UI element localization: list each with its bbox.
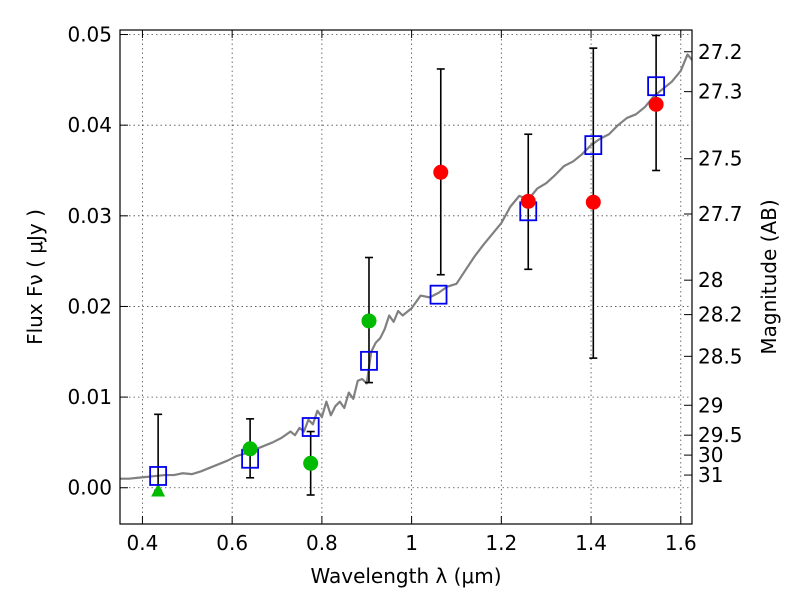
right-tick-label: 28.2 bbox=[698, 303, 743, 327]
right-axis-label: Magnitude (AB) bbox=[757, 199, 781, 354]
x-axis-label: Wavelength λ (μm) bbox=[310, 564, 501, 588]
right-tick-label: 29.5 bbox=[698, 423, 743, 447]
right-tick-label: 30 bbox=[698, 443, 723, 467]
plot-area bbox=[120, 34, 692, 497]
observed-nir-point bbox=[520, 193, 536, 209]
y-tick-label: 0.01 bbox=[67, 385, 112, 409]
y-tick-label: 0.02 bbox=[67, 294, 112, 318]
x-tick-label: 1.2 bbox=[485, 531, 517, 555]
model-flux-point bbox=[584, 135, 603, 156]
series-layer bbox=[120, 34, 692, 497]
tick-labels: 0.4 0.6 0.8 1 1.2 1.4 1.6 0.00 0.01 0.02 0.03 0.04 0… bbox=[67, 23, 742, 555]
observed-nir-point bbox=[433, 164, 449, 180]
y-tick-label: 0.04 bbox=[67, 113, 112, 137]
upper-limit-point bbox=[151, 483, 166, 497]
right-tick-label: 27.3 bbox=[698, 80, 743, 104]
right-tick-label: 28.5 bbox=[698, 344, 743, 368]
x-tick-label: 0.6 bbox=[216, 531, 248, 555]
model-flux-point bbox=[429, 284, 448, 305]
right-tick-label: 28 bbox=[698, 268, 723, 292]
observed-optical-point bbox=[303, 455, 319, 471]
axis-ticks bbox=[120, 30, 692, 524]
x-tick-label: 1 bbox=[405, 531, 418, 555]
model-flux-point bbox=[149, 466, 168, 486]
grid-lines bbox=[120, 30, 692, 524]
plot-frame bbox=[119, 29, 693, 525]
right-tick-label: 27.2 bbox=[698, 40, 743, 64]
right-tick-label: 29 bbox=[698, 393, 723, 417]
observed-optical-point bbox=[361, 313, 377, 329]
x-tick-label: 0.4 bbox=[127, 531, 159, 555]
y-tick-label: 0.05 bbox=[67, 23, 112, 47]
right-tick-label: 31 bbox=[698, 463, 723, 487]
observed-nir-point bbox=[648, 96, 664, 112]
model-flux-point bbox=[360, 350, 378, 371]
y-axis-label: Flux Fν ( μJy ) bbox=[23, 209, 47, 345]
x-tick-label: 1.6 bbox=[665, 531, 697, 555]
x-tick-label: 0.8 bbox=[306, 531, 338, 555]
model-flux-point bbox=[301, 417, 320, 437]
y-tick-label: 0.03 bbox=[67, 204, 112, 228]
y-tick-label: 0.00 bbox=[67, 476, 112, 500]
right-tick-label: 27.7 bbox=[698, 202, 743, 226]
model-flux-point bbox=[647, 76, 666, 97]
model-spectrum-line bbox=[120, 53, 692, 480]
right-tick-label: 27.5 bbox=[698, 147, 743, 171]
observed-nir-point bbox=[585, 194, 601, 210]
x-tick-label: 1.4 bbox=[575, 531, 607, 555]
observed-optical-point bbox=[242, 441, 258, 457]
